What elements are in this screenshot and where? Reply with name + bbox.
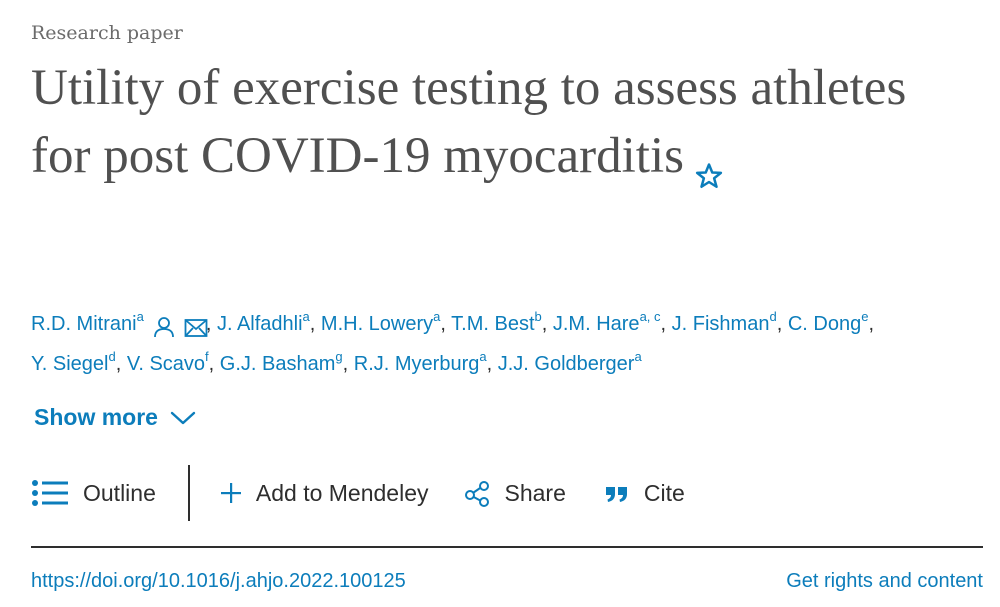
person-icon[interactable]: [153, 312, 175, 337]
author-name: V. Scavo: [126, 353, 206, 375]
author-name: R.J. Myerburg: [353, 353, 480, 375]
share-label: Share: [504, 479, 566, 506]
plus-icon: [220, 482, 242, 504]
section-divider: [31, 546, 983, 548]
author-affiliation: b: [534, 309, 542, 324]
author-name: T.M. Best: [451, 313, 535, 335]
toolbar-divider: [187, 465, 190, 521]
show-more-button[interactable]: Show more: [34, 404, 196, 431]
author-link[interactable]: J.J. Goldbergera: [497, 350, 642, 375]
author-affiliation: g: [335, 349, 343, 364]
author-link[interactable]: M.H. Lowerya: [320, 310, 440, 335]
author-name: J.M. Hare: [552, 313, 640, 335]
author-separator: ,: [541, 313, 553, 335]
share-icon: [463, 479, 491, 507]
author-list: R.D. Mitrania, J. Alfadhlia, M.H. Lowery…: [31, 304, 961, 384]
author-link[interactable]: J. Fishmand: [671, 310, 777, 335]
author-link[interactable]: Y. Siegeld: [31, 350, 116, 375]
author-affiliation: a: [136, 309, 144, 324]
cite-label: Cite: [643, 479, 685, 506]
author-affiliation: d: [769, 309, 777, 324]
outline-button[interactable]: Outline: [31, 479, 156, 507]
author-affiliation: e: [861, 309, 869, 324]
author-name: Y. Siegel: [31, 353, 109, 375]
author-name: M.H. Lowery: [320, 313, 434, 335]
author-separator: ,: [776, 313, 788, 335]
star-icon[interactable]: [694, 141, 724, 189]
author-separator: ,: [486, 353, 498, 375]
add-to-mendeley-button[interactable]: Add to Mendeley: [220, 480, 429, 507]
cite-button[interactable]: Cite: [604, 480, 685, 507]
author-name: G.J. Basham: [219, 353, 336, 375]
envelope-icon[interactable]: [184, 312, 208, 337]
author-name: J.J. Goldberger: [497, 353, 635, 375]
author-name: J. Fishman: [671, 313, 770, 335]
get-rights-link[interactable]: Get rights and content: [786, 570, 983, 592]
author-separator: ,: [342, 353, 354, 375]
author-separator: ,: [440, 313, 452, 335]
author-name: C. Dong: [787, 313, 862, 335]
author-affiliation: a: [302, 309, 310, 324]
outline-label: Outline: [83, 479, 156, 506]
author-affiliation: a: [634, 349, 642, 364]
author-separator: ,: [868, 313, 874, 335]
author-affiliation: d: [108, 349, 116, 364]
share-button[interactable]: Share: [463, 479, 566, 507]
doi-link[interactable]: https://doi.org/10.1016/j.ahjo.2022.1001…: [31, 570, 406, 592]
author-link[interactable]: V. Scavof: [126, 350, 209, 375]
author-link[interactable]: T.M. Bestb: [451, 310, 542, 335]
author-separator: ,: [115, 353, 127, 375]
author-link[interactable]: G.J. Bashamg: [219, 350, 343, 375]
author-separator: ,: [205, 313, 217, 335]
author-link[interactable]: J. Alfadhlia: [216, 310, 310, 335]
author-link[interactable]: J.M. Harea, c: [552, 310, 661, 335]
show-more-label: Show more: [34, 404, 158, 430]
chevron-down-icon: [170, 411, 196, 424]
author-separator: ,: [208, 353, 220, 375]
author-name: R.D. Mitrani: [31, 313, 137, 335]
article-title: Utility of exercise testing to assess at…: [31, 54, 911, 190]
article-toolbar: Outline Add to Mendeley: [31, 464, 685, 522]
author-affiliation: f: [205, 349, 209, 364]
article-type: Research paper: [31, 22, 183, 44]
author-separator: ,: [660, 313, 672, 335]
author-name: J. Alfadhli: [216, 313, 303, 335]
quote-icon: [604, 483, 630, 503]
author-link[interactable]: R.D. Mitrania: [31, 310, 208, 337]
author-separator: ,: [309, 313, 321, 335]
author-affiliation: a, c: [639, 309, 661, 324]
mendeley-label: Add to Mendeley: [255, 479, 429, 506]
author-affiliation: a: [479, 349, 487, 364]
article-title-text: Utility of exercise testing to assess at…: [31, 60, 907, 184]
author-link[interactable]: C. Donge: [787, 310, 869, 335]
author-link[interactable]: R.J. Myerburga: [353, 350, 487, 375]
author-affiliation: a: [433, 309, 441, 324]
list-icon: [31, 479, 69, 507]
